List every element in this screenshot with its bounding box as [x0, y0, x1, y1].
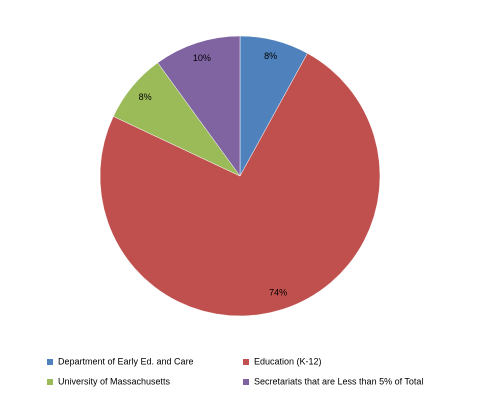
- legend-marker: [47, 379, 53, 385]
- data-label: 8%: [139, 92, 152, 102]
- legend-label: Education (K-12): [254, 356, 322, 366]
- legend-label: Department of Early Ed. and Care: [58, 356, 194, 366]
- legend-marker: [243, 379, 249, 385]
- legend-marker: [243, 359, 249, 365]
- legend-label: Secretariats that are Less than 5% of To…: [254, 376, 423, 386]
- legend-marker: [47, 359, 53, 365]
- legend-label: University of Massachusetts: [58, 376, 171, 386]
- data-label: 8%: [264, 51, 277, 61]
- data-label: 74%: [269, 288, 287, 298]
- data-label: 10%: [193, 53, 211, 63]
- pie-slice: [157, 35, 241, 177]
- pie-slice: [99, 52, 381, 317]
